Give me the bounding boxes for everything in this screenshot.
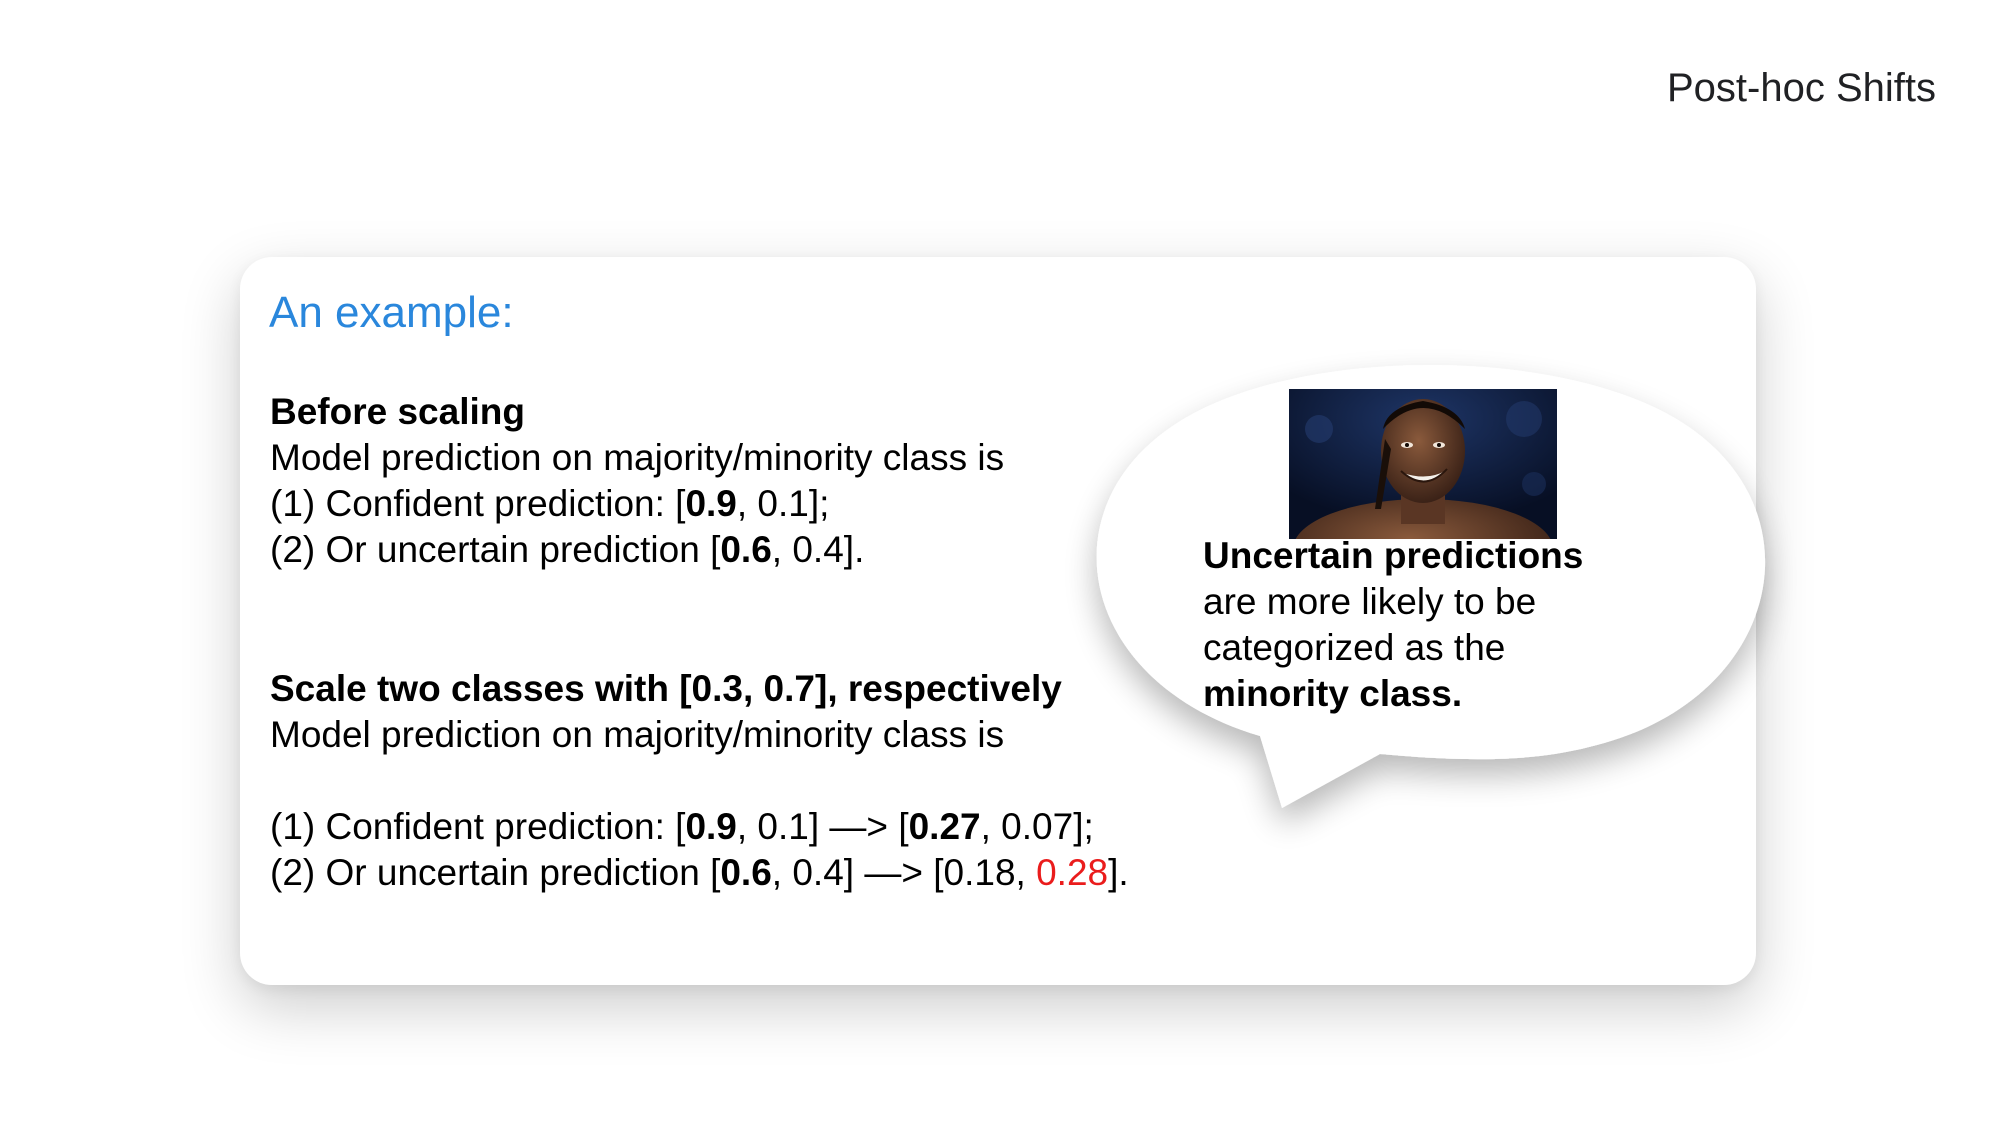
bold-value: 0.6 bbox=[720, 852, 772, 893]
before-scaling-block: Before scaling Model prediction on major… bbox=[270, 389, 1004, 573]
red-result: 0.28 bbox=[1036, 852, 1109, 893]
text-fragment: ]. bbox=[1108, 852, 1129, 893]
text-fragment: , 0.4] —> [0.18, bbox=[771, 852, 1037, 893]
bold-value: 0.9 bbox=[685, 483, 737, 524]
slide-title: Post-hoc Shifts bbox=[1666, 66, 1936, 110]
text-fragment: , 0.1] —> [ bbox=[736, 806, 909, 847]
bubble-bold-start: Uncertain predictions bbox=[1203, 535, 1584, 576]
text-fragment: , 0.1]; bbox=[736, 483, 830, 524]
bubble-line-3: categorized as the bbox=[1203, 627, 1506, 668]
text-fragment: , 0.07]; bbox=[980, 806, 1094, 847]
text-fragment: (1) Confident prediction: [ bbox=[270, 483, 686, 524]
speech-bubble bbox=[1096, 365, 1766, 808]
bold-result: 0.27 bbox=[908, 806, 981, 847]
example-heading: An example: bbox=[269, 288, 514, 337]
scale-uncertain-line: (2) Or uncertain prediction [0.6, 0.4] —… bbox=[270, 850, 1129, 896]
bold-value: 0.9 bbox=[685, 806, 737, 847]
text-fragment: , 0.4]. bbox=[771, 529, 865, 570]
text-fragment: (2) Or uncertain prediction [ bbox=[270, 529, 721, 570]
smiling-wrestler-photo bbox=[1289, 389, 1557, 539]
text-fragment: (2) Or uncertain prediction [ bbox=[270, 852, 721, 893]
scale-block: Scale two classes with [0.3, 0.7], respe… bbox=[270, 666, 1129, 896]
before-scaling-title: Before scaling bbox=[270, 391, 525, 432]
bold-value: 0.6 bbox=[720, 529, 772, 570]
before-scaling-intro: Model prediction on majority/minority cl… bbox=[270, 437, 1005, 478]
bubble-line-2: are more likely to be bbox=[1203, 581, 1537, 622]
before-uncertain-line: (2) Or uncertain prediction [0.6, 0.4]. bbox=[270, 527, 1004, 573]
text-fragment: (1) Confident prediction: [ bbox=[270, 806, 686, 847]
spacer bbox=[270, 758, 1129, 804]
before-confident-line: (1) Confident prediction: [0.9, 0.1]; bbox=[270, 481, 1004, 527]
scale-title: Scale two classes with [0.3, 0.7], respe… bbox=[270, 668, 1062, 709]
bubble-bold-end: minority class. bbox=[1203, 673, 1463, 714]
scale-intro: Model prediction on majority/minority cl… bbox=[270, 714, 1005, 755]
scale-confident-line: (1) Confident prediction: [0.9, 0.1] —> … bbox=[270, 804, 1129, 850]
bubble-text: Uncertain predictions are more likely to… bbox=[1203, 533, 1583, 717]
